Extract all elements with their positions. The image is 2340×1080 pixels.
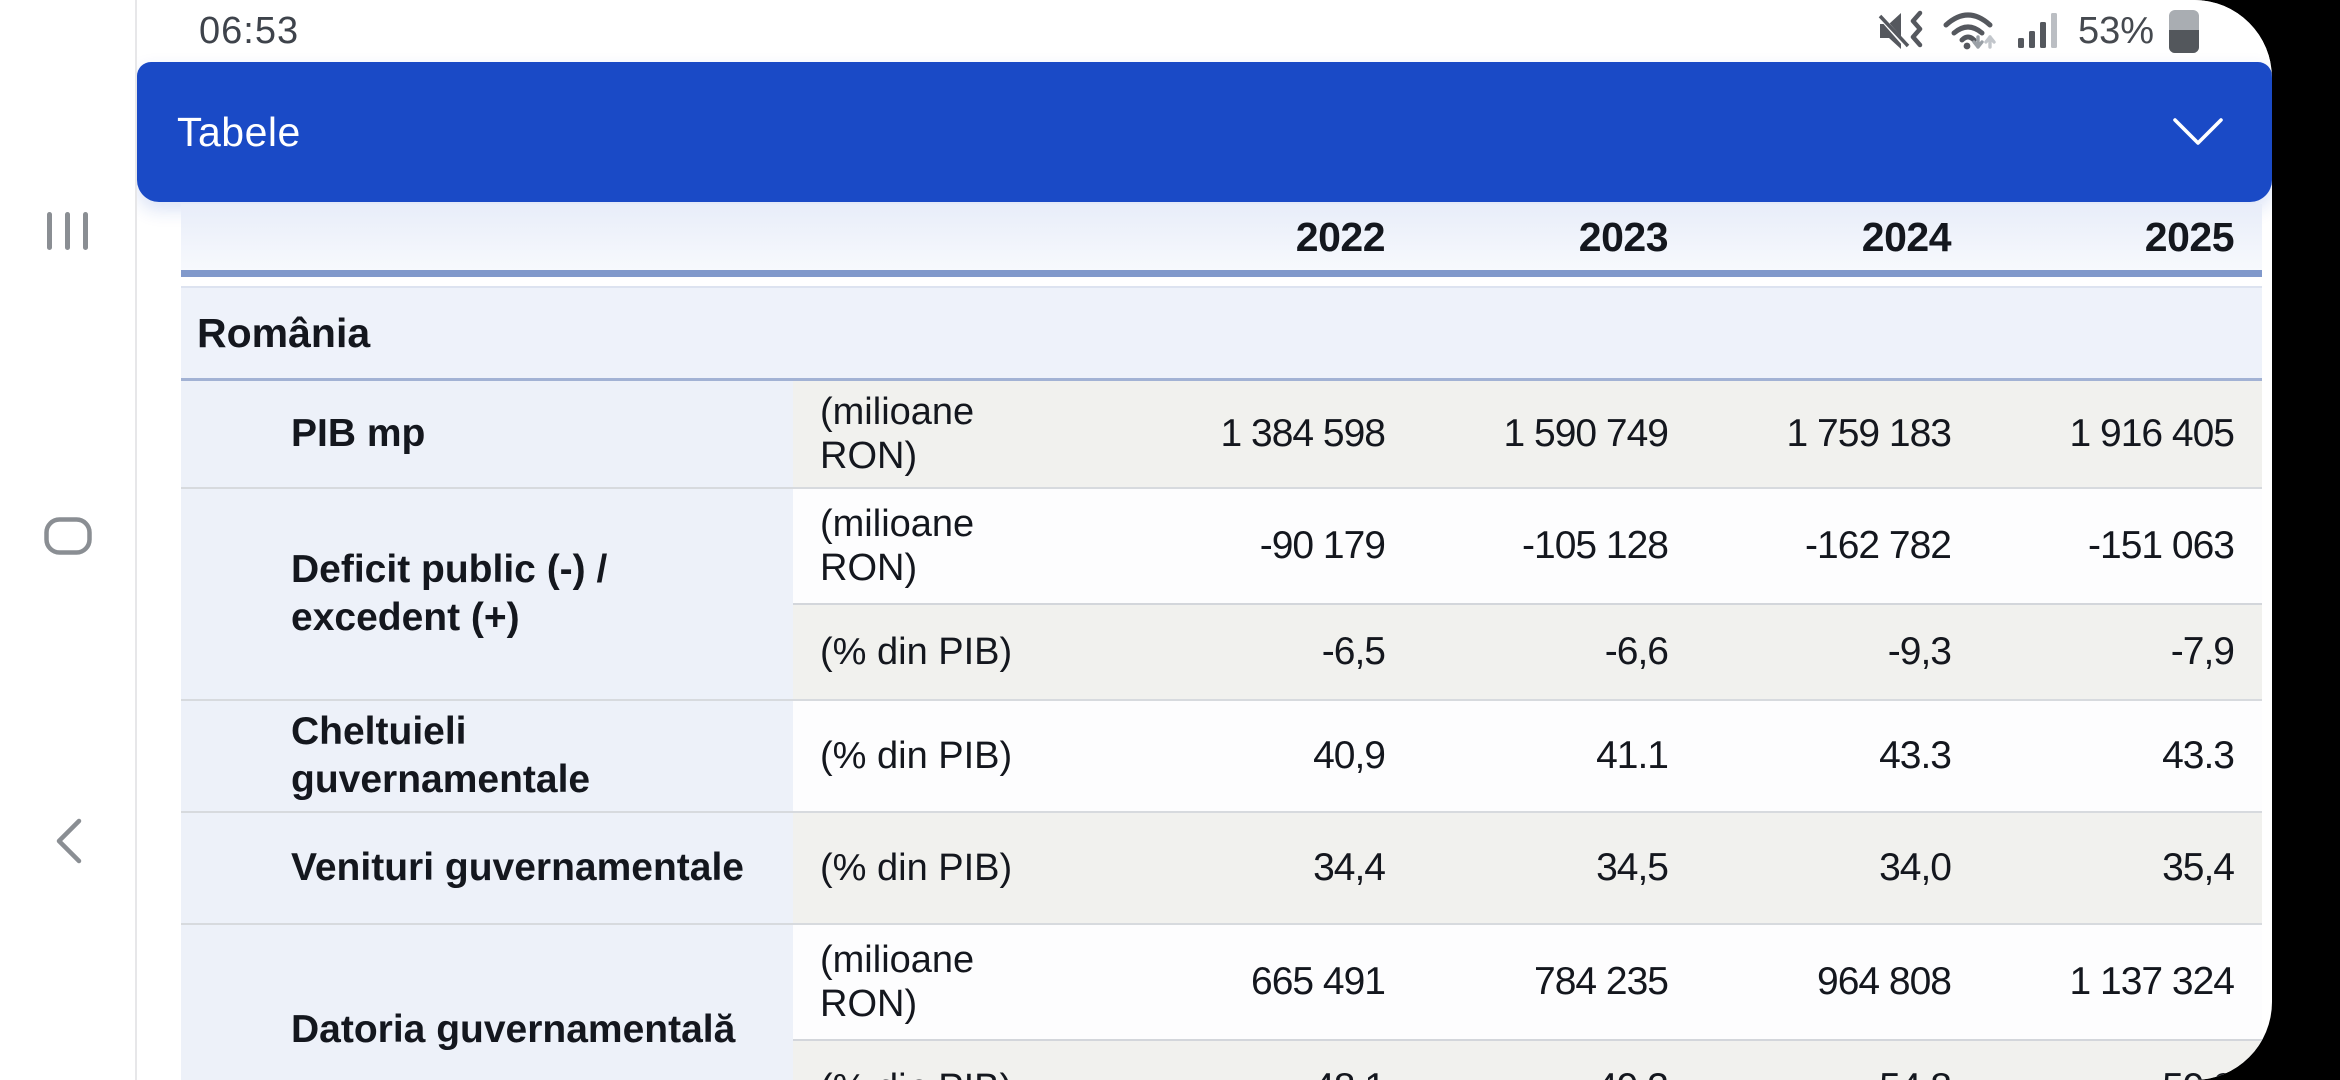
status-clock: 06:53 bbox=[199, 9, 300, 52]
section-label: România bbox=[197, 309, 371, 356]
year-column-header: 2025 bbox=[2144, 213, 2235, 260]
value-cell: 34,5 bbox=[1596, 846, 1669, 889]
value-cell: 43.3 bbox=[2162, 734, 2235, 777]
unit-cell: (milioane RON) bbox=[820, 390, 975, 477]
table-subrow: (milioane RON) -90 179 -105 128 -162 782 -15… bbox=[793, 489, 2262, 603]
value-cell: 48.1 bbox=[1130, 1066, 1413, 1080]
chevron-down-icon[interactable] bbox=[2170, 116, 2226, 148]
value-cell: 34,4 bbox=[1313, 846, 1386, 889]
value-cell: 964 808 bbox=[1817, 960, 1952, 1003]
unit-cell: (% din PIB) bbox=[793, 1066, 1130, 1080]
value-cell: 1 916 405 bbox=[2069, 412, 2235, 455]
year-header-row: 2022 2023 2024 2025 bbox=[181, 204, 2262, 277]
table-subrow: (milioane RON) 665 491 784 235 964 808 1 137… bbox=[793, 925, 2262, 1039]
back-button[interactable] bbox=[0, 781, 136, 901]
row-subrows: (% din PIB) 34,4 34,5 34,0 35,4 bbox=[793, 813, 2262, 923]
table-row: PIB mp (milioane RON) 1 384 598 1 590 749 1 … bbox=[181, 381, 2262, 489]
recents-button[interactable] bbox=[0, 171, 136, 291]
value-cell: -6,5 bbox=[1321, 630, 1386, 673]
status-icons: 53% bbox=[1876, 8, 2200, 54]
row-subrows: (% din PIB) 40,9 41.1 43.3 43.3 bbox=[793, 701, 2262, 811]
mute-vibrate-icon bbox=[1876, 10, 1928, 52]
year-column-header: 2023 bbox=[1578, 213, 1669, 260]
value-cell: 54.8 bbox=[1696, 1066, 1979, 1080]
value-cell: 41.1 bbox=[1596, 734, 1669, 777]
value-cell: 43.3 bbox=[1879, 734, 1952, 777]
table-subrow: (% din PIB) 40,9 41.1 43.3 43.3 bbox=[793, 701, 2262, 811]
row-label: PIB mp bbox=[181, 381, 793, 487]
status-bar: 06:53 bbox=[137, 0, 2272, 62]
home-button[interactable] bbox=[0, 476, 136, 596]
value-cell: 49.3 bbox=[1413, 1066, 1696, 1080]
value-cell: -105 128 bbox=[1522, 524, 1669, 567]
unit-cell: (% din PIB) bbox=[820, 846, 1013, 889]
value-cell: -7,9 bbox=[2170, 630, 2235, 673]
year-column-header: 2022 bbox=[1295, 213, 1386, 260]
value-cell: -9,3 bbox=[1887, 630, 1952, 673]
value-cell: -6,6 bbox=[1604, 630, 1669, 673]
unit-cell: (% din PIB) bbox=[820, 734, 1013, 777]
table-row: Cheltuieli guvernamentale (% din PIB) 40,9… bbox=[181, 701, 2262, 813]
value-cell: 1 759 183 bbox=[1786, 412, 1952, 455]
table-row: Deficit public (-) / excedent (+) (milioa… bbox=[181, 489, 2262, 701]
wifi-icon bbox=[1942, 9, 2004, 53]
battery-percentage: 53% bbox=[2077, 9, 2154, 52]
recents-icon bbox=[46, 211, 90, 251]
home-icon bbox=[44, 517, 92, 555]
signal-strength-icon bbox=[2017, 10, 2060, 52]
table-subrow: (milioane RON) 1 384 598 1 590 749 1 759 18… bbox=[793, 381, 2262, 487]
tables-dropdown-header[interactable]: Tabele bbox=[137, 62, 2272, 202]
value-cell: 1 384 598 bbox=[1220, 412, 1386, 455]
row-label: Datoria guvernamentală bbox=[181, 925, 793, 1080]
unit-cell: (milioane RON) bbox=[820, 938, 975, 1025]
value-cell: 59.3 bbox=[1979, 1066, 2262, 1080]
header-gap bbox=[181, 277, 2262, 286]
table-row: Datoria guvernamentală (milioane RON) 665 … bbox=[181, 925, 2262, 1080]
row-label: Venituri guvernamentale bbox=[181, 813, 793, 923]
battery-icon bbox=[2168, 8, 2200, 54]
app-screen: 06:53 bbox=[0, 0, 2272, 1080]
table-row: Venituri guvernamentale (% din PIB) 34,4 34… bbox=[181, 813, 2262, 925]
empty-unit-header-cell bbox=[793, 214, 1130, 261]
nav-divider bbox=[135, 0, 137, 1080]
value-cell: -162 782 bbox=[1805, 524, 1952, 567]
row-subrows: (milioane RON) -90 179 -105 128 -162 782 -15… bbox=[793, 489, 2262, 699]
tables-dropdown-label: Tabele bbox=[177, 108, 301, 155]
table-subrow: (% din PIB)48.149.354.859.3 bbox=[793, 1039, 2262, 1080]
value-cell: -151 063 bbox=[2088, 524, 2235, 567]
value-cell: -90 179 bbox=[1259, 524, 1386, 567]
android-nav-bar bbox=[0, 0, 136, 1080]
unit-cell: (% din PIB) bbox=[820, 630, 1013, 673]
unit-cell: (milioane RON) bbox=[820, 502, 975, 589]
data-table: 2022 2023 2024 2025 România PIB mp (milioane… bbox=[181, 204, 2262, 1080]
value-cell: 1 137 324 bbox=[2069, 960, 2235, 1003]
value-cell: 665 491 bbox=[1251, 960, 1386, 1003]
row-subrows: (milioane RON) 665 491 784 235 964 808 1 137… bbox=[793, 925, 2262, 1080]
section-row-romania: România bbox=[181, 286, 2262, 381]
row-subrows: (milioane RON) 1 384 598 1 590 749 1 759 18… bbox=[793, 381, 2262, 487]
row-label: Cheltuieli guvernamentale bbox=[181, 701, 793, 811]
value-cell: 1 590 749 bbox=[1503, 412, 1669, 455]
back-icon bbox=[52, 818, 84, 864]
row-label: Deficit public (-) / excedent (+) bbox=[181, 489, 793, 699]
table-subrow: (% din PIB) 34,4 34,5 34,0 35,4 bbox=[793, 813, 2262, 923]
value-cell: 34,0 bbox=[1879, 846, 1952, 889]
year-column-header: 2024 bbox=[1861, 213, 1952, 260]
table-subrow: (% din PIB) -6,5 -6,6 -9,3 -7,9 bbox=[793, 603, 2262, 699]
value-cell: 40,9 bbox=[1313, 734, 1386, 777]
value-cell: 784 235 bbox=[1534, 960, 1669, 1003]
value-cell: 35,4 bbox=[2162, 846, 2235, 889]
